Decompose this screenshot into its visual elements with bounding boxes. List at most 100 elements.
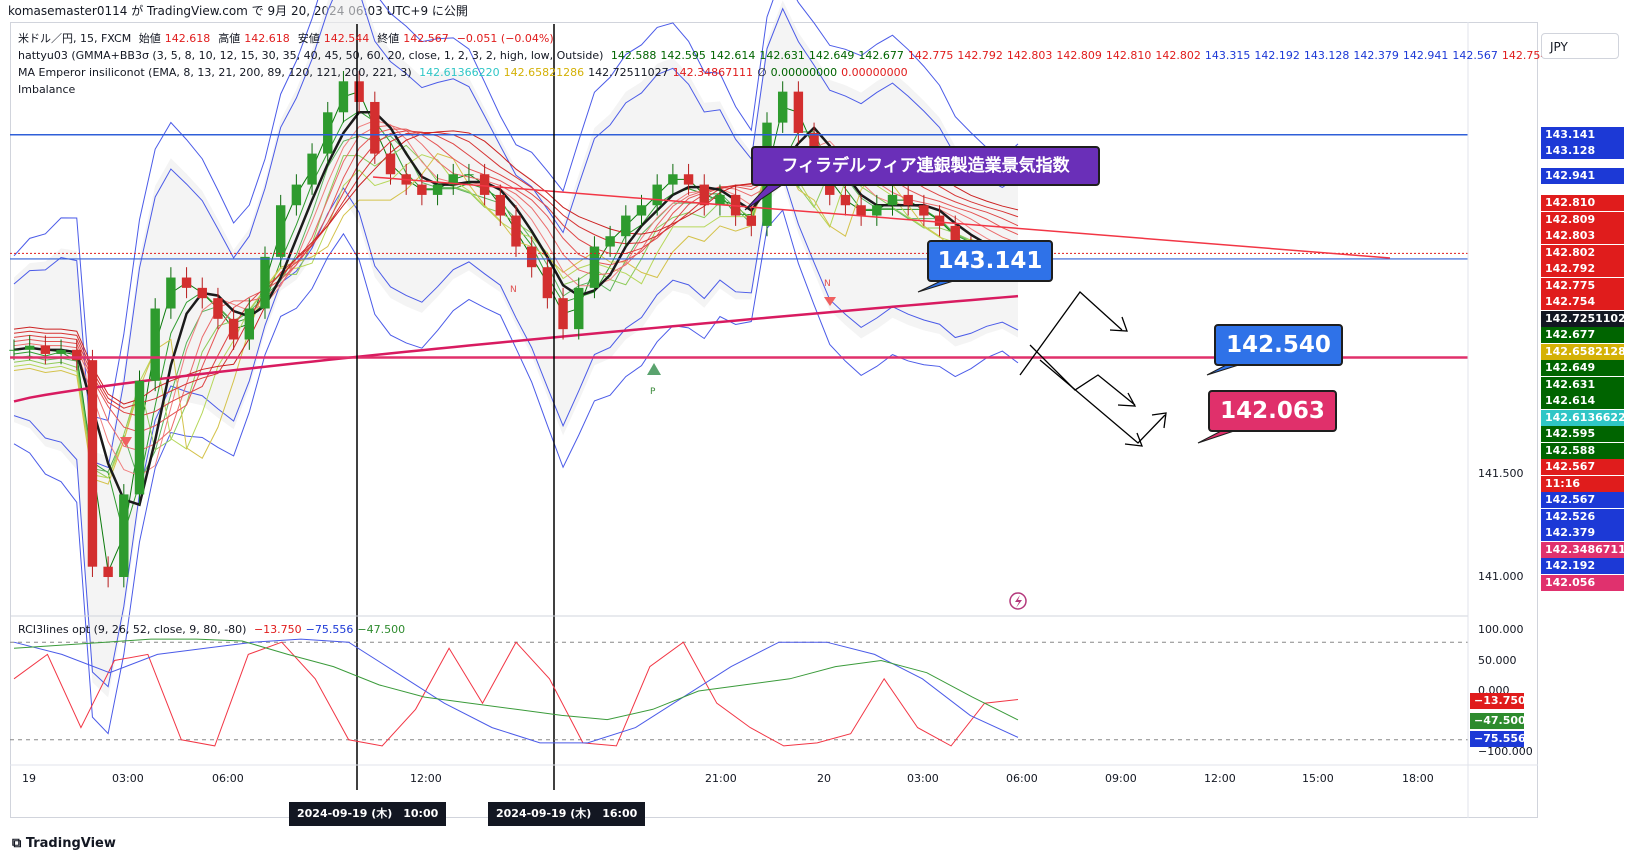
candle-body	[40, 345, 51, 354]
level-mid-callout[interactable]: 142.540	[1214, 324, 1343, 366]
ohlc-value: −0.051 (−0.04%)	[456, 32, 554, 45]
price-label: 142.649	[1541, 360, 1624, 377]
indicator-ma-values: 142.61366220 142.65821286 142.72511027 142.…	[419, 66, 912, 79]
symbol-name: 米ドル／円, 15, FXCM	[18, 32, 132, 45]
level-low-callout[interactable]: 142.063	[1208, 390, 1337, 432]
indicator-value: 142.65821286	[503, 66, 585, 79]
forecast-arrow[interactable]	[1029, 344, 1136, 406]
buy-signal-marker	[647, 363, 661, 375]
price-tick: 141.500	[1478, 466, 1524, 480]
time-marker-2: 2024-09-19 (木) 16:00	[488, 802, 646, 826]
time-label: 03:00	[907, 772, 939, 785]
candle-body	[668, 174, 678, 185]
legend-indicator-imbalance: Imbalance	[18, 81, 79, 98]
price-label: 142.34867111	[1541, 541, 1633, 558]
candle-body	[197, 287, 207, 299]
resistance-trendline[interactable]	[372, 176, 1391, 259]
price-label: 142.677	[1541, 327, 1624, 344]
lightning-icon[interactable]	[1009, 592, 1027, 610]
event-callout[interactable]: フィラデルフィア連銀製造業景気指数	[751, 146, 1100, 186]
price-label: 142.379	[1541, 525, 1624, 542]
forecast-arrow[interactable]	[1039, 359, 1166, 444]
candle-body	[793, 91, 804, 133]
indicator-value: 142.775	[907, 49, 954, 62]
indicator-value: 142.803	[1006, 49, 1053, 62]
forecast-arrow[interactable]	[1019, 291, 1123, 376]
ohlc-item: 安値 142.544	[298, 32, 374, 45]
price-label: 142.526	[1541, 508, 1624, 525]
legend-symbol-row: 米ドル／円, 15, FXCM 始値 142.618 高値 142.618 安値 142.…	[18, 30, 566, 47]
indicator-gmma-values: 142.588 142.595 142.614 142.631 142.649 142.6…	[611, 49, 1552, 62]
lower-bb3-line	[13, 209, 1019, 735]
candle-body	[621, 215, 631, 237]
ohlc-value: 142.544	[323, 32, 370, 45]
time-label: 03:00	[112, 772, 144, 785]
candle-body	[275, 205, 286, 257]
price-label: 142.595	[1541, 426, 1624, 443]
candle-body	[103, 566, 113, 578]
indicator-value: 143.128	[1303, 49, 1350, 62]
price-label: 143.128	[1541, 143, 1624, 160]
indicator-value: 142.792	[957, 49, 1003, 62]
price-label: 142.631	[1541, 376, 1624, 393]
arrow-head	[1117, 392, 1137, 407]
indicator-value: 142.631	[759, 49, 805, 62]
indicator-value: 142.614	[709, 49, 756, 62]
price-label: 142.588	[1541, 442, 1624, 459]
price-label: 142.792	[1541, 261, 1624, 278]
lightning-bolt	[1015, 595, 1022, 608]
tradingview-icon: ⧉	[12, 836, 26, 851]
candle-body	[495, 194, 506, 216]
upper-bb2-line	[13, 0, 1019, 469]
rci-blue-line	[13, 638, 1019, 744]
price-label: 142.941	[1541, 168, 1624, 185]
indicator-value: −13.750	[253, 623, 302, 636]
price-label: 142.809	[1541, 211, 1624, 228]
candle-body	[260, 256, 270, 309]
ohlc-item: 終値 142.567	[377, 32, 453, 45]
price-label: 142.810	[1541, 195, 1624, 212]
indicator-gmma-name: hattyu03 (GMMA+BB3σ (3, 5, 8, 10, 12, 15…	[18, 49, 604, 62]
candle-body	[683, 174, 694, 185]
rci-tick: 100.000	[1478, 623, 1524, 636]
candle-body	[746, 215, 757, 226]
indicator-value: 142.941	[1402, 49, 1449, 62]
candle-body	[950, 225, 960, 247]
level-high-callout[interactable]: 143.141	[927, 240, 1053, 282]
arrow-head	[1124, 432, 1143, 447]
indicator-value: −75.556	[305, 623, 354, 636]
price-label: 142.775	[1541, 277, 1624, 294]
ohlc-label: 高値	[218, 32, 241, 45]
candle-body	[417, 184, 427, 195]
signal-letter: N	[824, 279, 831, 289]
time-label: 21:00	[705, 772, 737, 785]
candle-body	[213, 298, 223, 319]
candle-body	[87, 360, 98, 567]
candle-body	[872, 205, 882, 216]
candle-body	[119, 494, 129, 578]
price-label: 142.61366220	[1541, 409, 1633, 426]
indicator-value: 142.192	[1254, 49, 1300, 62]
candle-body	[370, 101, 380, 154]
price-label: 143.141	[1541, 126, 1624, 143]
time-label: 19	[22, 772, 36, 785]
time-marker-1: 2024-09-19 (木) 10:00	[289, 802, 447, 826]
time-label: 06:00	[212, 772, 244, 785]
candle-body	[338, 81, 349, 113]
signal-letter: N	[510, 285, 517, 295]
candle-body	[72, 349, 82, 361]
candle-body	[181, 277, 192, 288]
arrow-head	[1109, 316, 1128, 332]
indicator-value: 0.00000000	[841, 66, 908, 79]
candle-body	[323, 112, 333, 154]
ohlc-label: 始値	[138, 32, 161, 45]
candle-body	[919, 205, 929, 216]
indicator-value: 142.588	[610, 49, 657, 62]
currency-button[interactable]: JPY	[1541, 33, 1619, 59]
indicator-value: 142.72511027	[588, 66, 669, 79]
ohlc-value: 142.567	[403, 32, 449, 45]
candle-body	[24, 345, 35, 350]
indicator-imbalance-name: Imbalance	[18, 83, 76, 96]
rci-value-label: −75.556	[1470, 731, 1526, 747]
